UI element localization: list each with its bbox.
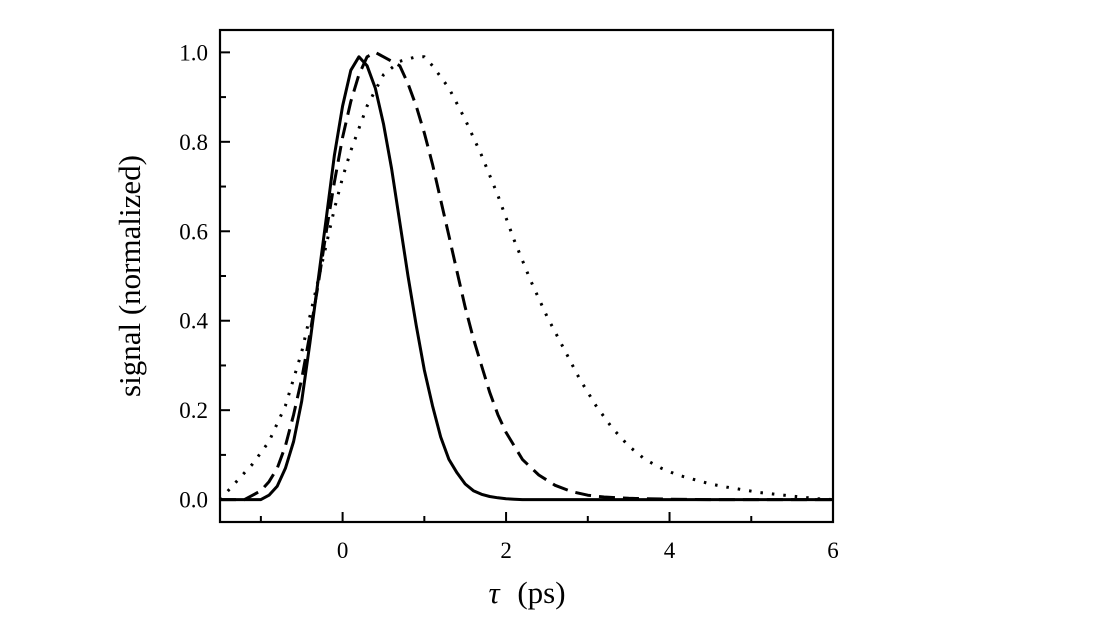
x-tick-label: 4 [664, 538, 676, 563]
series-line-solid [220, 55, 833, 502]
series-line-dashed [220, 50, 833, 502]
x-axis-unit: (ps) [517, 575, 565, 610]
series-line-dotted [218, 55, 834, 502]
y-tick-label: 0.4 [179, 309, 208, 334]
y-tick-label: 0.8 [179, 130, 208, 155]
x-tick-label: 2 [500, 538, 512, 563]
y-tick-label: 1.0 [179, 40, 208, 65]
y-tick-label: 0.2 [179, 398, 208, 423]
x-tick-label: 6 [827, 538, 839, 563]
x-axis-label: τ (ps) [488, 575, 565, 610]
y-tick-label: 0.0 [179, 488, 208, 513]
x-tick-label: 0 [337, 538, 349, 563]
plot-frame [218, 28, 835, 524]
series-layer [218, 50, 834, 502]
x-axis-symbol: τ [488, 575, 501, 610]
ticklabel-layer: 0 2 4 6 0.0 0.2 0.4 0.6 0.8 1.0 [179, 40, 839, 563]
y-tick-label: 0.6 [179, 219, 208, 244]
y-axis-label: signal (normalized) [112, 155, 147, 397]
tick-layer [220, 51, 834, 522]
